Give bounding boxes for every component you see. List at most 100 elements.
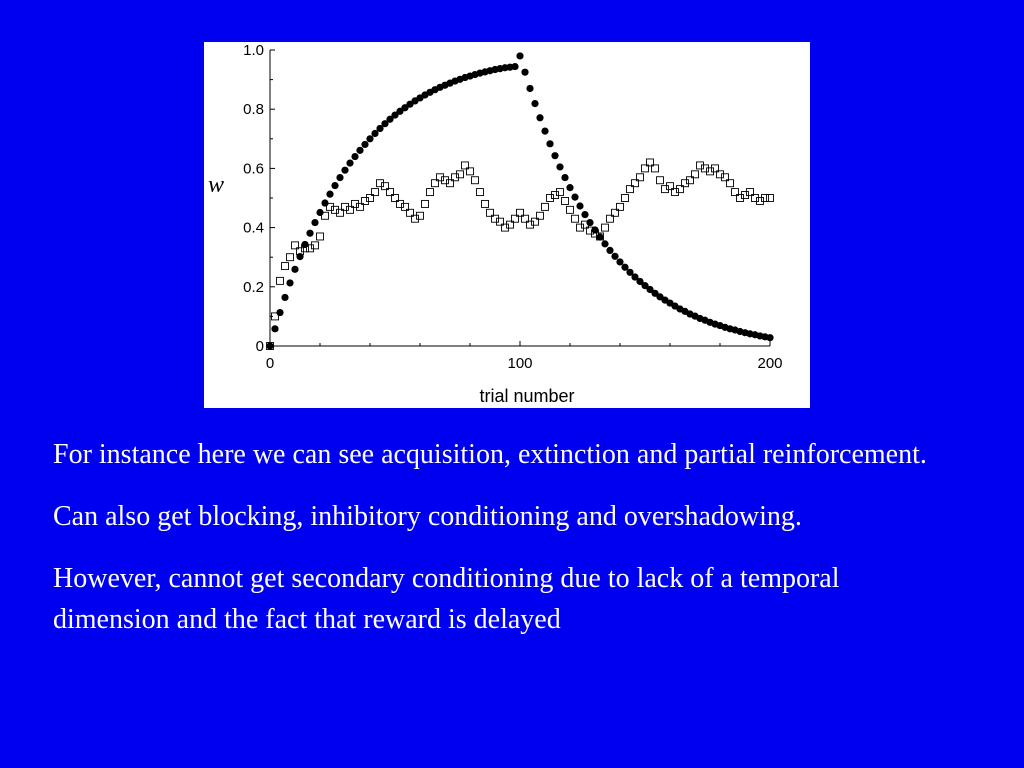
series-1-point <box>576 202 584 210</box>
series-2-point <box>421 199 429 208</box>
series-2-point <box>501 223 509 232</box>
series-1-point <box>636 277 644 286</box>
series-2-point <box>336 208 344 217</box>
series-1-point <box>541 127 549 135</box>
series-2-point <box>601 223 609 232</box>
series-2-point <box>411 214 419 223</box>
series-2-point <box>621 194 629 202</box>
series-1-point <box>556 163 564 171</box>
series-2-point <box>751 194 759 202</box>
series-2-point <box>391 194 399 202</box>
series-1-point <box>371 129 379 138</box>
series-1-point <box>376 124 384 133</box>
series-2-point <box>386 188 394 197</box>
series-2-point <box>446 179 454 188</box>
slide-text-block: For instance here we can see acquisition… <box>53 434 953 661</box>
series-2-point <box>571 214 579 223</box>
series-1-point <box>381 120 389 128</box>
series-2-point <box>636 173 644 182</box>
series-2-point <box>666 182 674 191</box>
chart-svg: 0 0.2 0.4 0.6 0.8 1.0 0 100 200 w trial number <box>208 42 783 406</box>
series-2-point <box>641 164 649 173</box>
series-2-point <box>766 194 774 202</box>
series-1-point <box>606 246 614 254</box>
series-2-point <box>676 185 684 194</box>
series-2-point <box>526 220 534 229</box>
series-2-point <box>491 214 499 223</box>
series-1-point <box>651 289 659 297</box>
series-2-point <box>321 211 329 220</box>
series-2-point <box>566 205 574 214</box>
series-1-point <box>546 140 554 148</box>
series-2-point <box>716 170 724 179</box>
series-1-point <box>511 62 519 71</box>
series-1-point <box>351 152 359 161</box>
series-2-point <box>656 176 664 185</box>
series-2-point <box>731 188 739 197</box>
series-2-point <box>376 179 384 188</box>
series-2-point <box>551 191 559 199</box>
series-2-point <box>476 188 484 197</box>
series-1-point <box>386 115 394 123</box>
series-1-point <box>536 114 544 122</box>
series-2-point <box>291 241 299 250</box>
series-2-point <box>351 199 359 208</box>
series-2-point <box>271 312 279 321</box>
paragraph-blocking: Can also get blocking, inhibitory condit… <box>53 501 802 532</box>
series-1-point <box>561 173 569 182</box>
series-2-point <box>721 173 729 182</box>
series-2-point <box>586 226 594 235</box>
series-1-point <box>571 193 579 201</box>
series-1-point <box>326 190 334 198</box>
y-tick-label: 0.6 <box>243 160 264 177</box>
x-tick-label: 0 <box>266 355 274 372</box>
series-2-point <box>306 244 314 253</box>
series-1-point <box>766 334 774 342</box>
series-1-point <box>641 282 649 290</box>
series-2-point <box>536 211 544 220</box>
series-2-point <box>466 167 474 176</box>
series-1-point <box>516 52 524 60</box>
series-2-point <box>331 205 339 214</box>
series-2-point <box>591 229 599 238</box>
series-1-point <box>531 99 539 108</box>
series-1-point <box>366 135 374 143</box>
series-1-point <box>611 252 619 260</box>
series-1-point <box>296 253 304 261</box>
series-2-point <box>316 232 324 241</box>
chart-panel: 0 0.2 0.4 0.6 0.8 1.0 0 100 200 w trial number <box>204 42 810 408</box>
series-2-point <box>511 214 519 223</box>
series-1-point <box>646 285 654 294</box>
series-2-point <box>726 179 734 188</box>
series-2-point <box>736 194 744 202</box>
series-2-point <box>706 167 714 176</box>
series-2-point <box>381 182 389 191</box>
series-2-point <box>541 202 549 211</box>
series-2-point <box>461 161 469 170</box>
series-1-point <box>356 146 364 154</box>
series-2-point <box>556 188 564 197</box>
series-2-point <box>746 188 754 197</box>
series-2-point <box>691 170 699 179</box>
series-2-point <box>406 208 414 217</box>
series-2-point <box>546 194 554 202</box>
series-1-point <box>626 268 634 276</box>
series-2-point <box>711 164 719 173</box>
series-2-point <box>426 188 434 197</box>
series-2-point <box>436 173 444 182</box>
series-2-point <box>276 276 284 285</box>
series-1-point <box>361 140 369 149</box>
series-1-point <box>281 293 289 302</box>
series-2-point <box>521 214 529 223</box>
paragraph-secondary-conditioning: However, cannot get secondary conditioni… <box>53 563 840 635</box>
series-2-point <box>681 179 689 188</box>
series-1-point <box>631 273 639 281</box>
series-2-point <box>516 208 524 217</box>
series-2-point <box>611 208 619 217</box>
series-1-point <box>586 218 594 227</box>
series-2-point <box>371 188 379 197</box>
series-2-point <box>471 176 479 185</box>
series-1-point <box>401 104 409 112</box>
series-2-point <box>646 158 654 167</box>
series-2-point <box>596 232 604 241</box>
